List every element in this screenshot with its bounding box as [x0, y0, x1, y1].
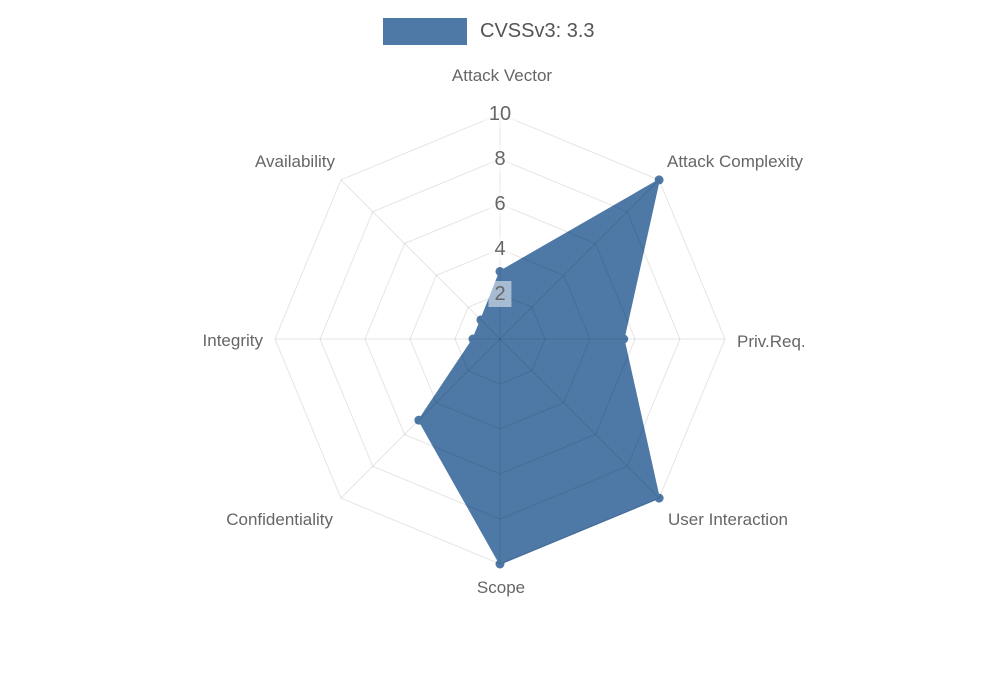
- radar-point-scope: [495, 559, 505, 569]
- axis-label-integrity: Integrity: [202, 331, 263, 350]
- scale-tick-4: 4: [488, 236, 512, 262]
- radar-point-availability: [476, 315, 486, 325]
- radar-grid-spoke-confidentiality: [340, 338, 501, 499]
- radar-grid-ring-2: [454, 293, 546, 385]
- radar-point-attack-complexity: [654, 175, 664, 185]
- radar-point-attack-vector: [495, 267, 505, 276]
- legend-swatch: [383, 18, 467, 45]
- radar-point-confidentiality: [414, 415, 424, 425]
- legend-label: CVSSv3: 3.3: [480, 20, 595, 42]
- radar-point-integrity: [468, 334, 478, 344]
- radar-grid-ring-10: [274, 113, 726, 565]
- axis-label-user-interaction: User Interaction: [668, 510, 788, 529]
- legend-item[interactable]: CVSSv3: 3.3: [383, 18, 595, 45]
- radar-grid-spoke-user-interaction: [499, 338, 660, 499]
- radar-grid-spoke-attack-complexity: [499, 179, 660, 340]
- axis-label-priv-req: Priv.Req.: [737, 332, 806, 351]
- radar-grid-spoke-availability: [340, 179, 501, 340]
- scale-tick-10: 10: [482, 101, 518, 127]
- radar-grid-ring-6: [364, 203, 636, 475]
- axis-label-availability: Availability: [254, 152, 335, 171]
- radar-point-priv-req-: [619, 334, 629, 344]
- axis-label-attack-complexity: Attack Complexity: [667, 152, 804, 171]
- radar-grid-ring-4: [409, 248, 591, 430]
- axis-label-scope: Scope: [476, 578, 526, 597]
- scale-tick-2: 2: [488, 281, 512, 307]
- scale-tick-8: 8: [488, 146, 512, 172]
- axis-label-attack-vector: Attack Vector: [451, 66, 553, 85]
- radar-series-polygon: [417, 178, 661, 565]
- axis-label-confidentiality: Confidentiality: [226, 510, 333, 529]
- radar-point-user-interaction: [654, 493, 664, 503]
- radar-grid-ring-8: [319, 158, 681, 520]
- scale-tick-6: 6: [488, 191, 512, 217]
